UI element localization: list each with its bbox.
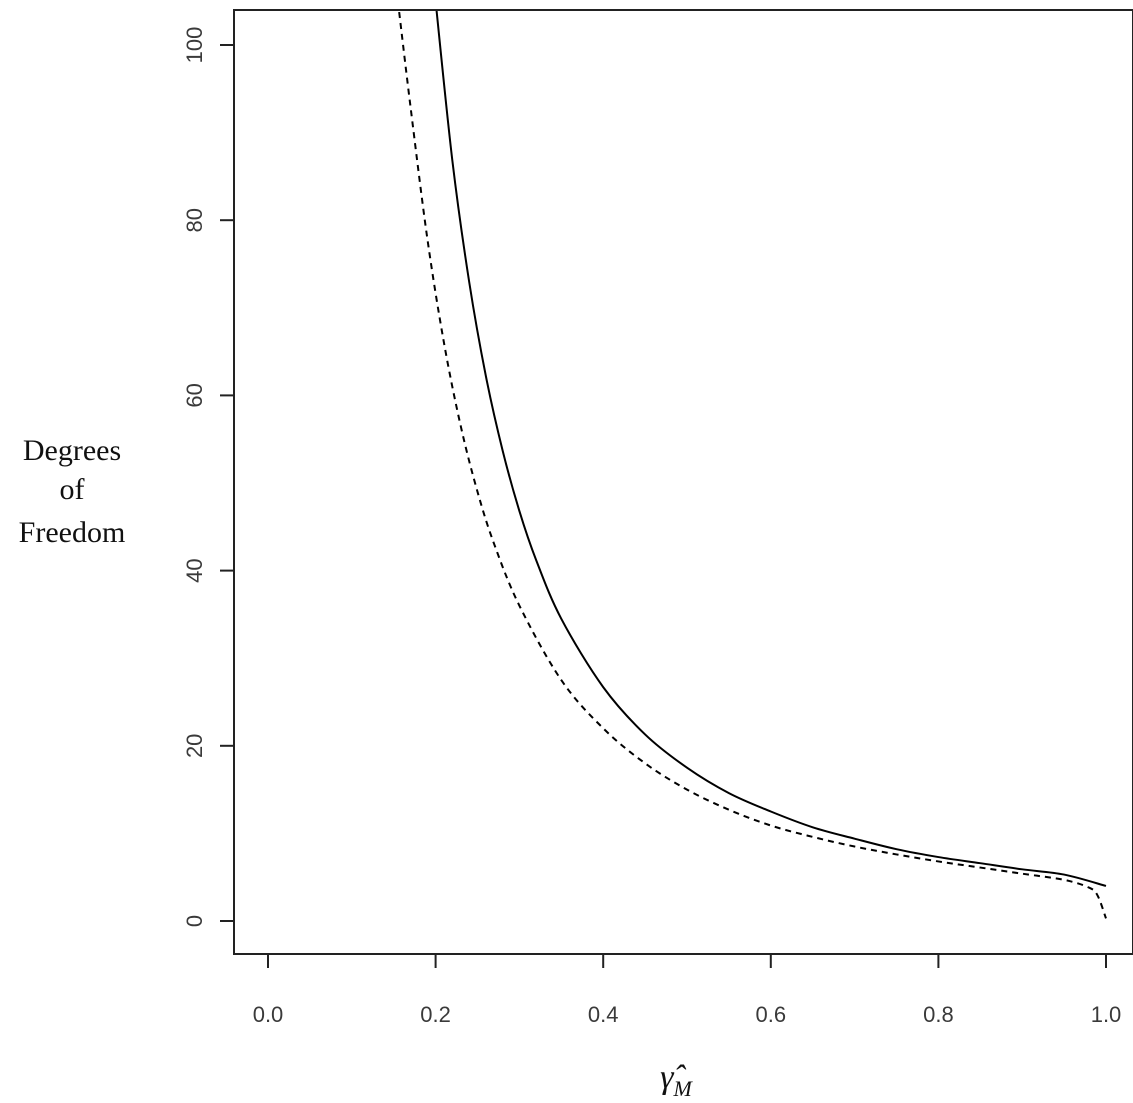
x-tick-label: 0.0	[253, 1002, 284, 1027]
plot-frame	[233, 9, 1133, 955]
y-tick-label: 20	[182, 734, 207, 758]
y-tick-label: 40	[182, 558, 207, 582]
x-tick-label: 1.0	[1091, 1002, 1122, 1027]
y-axis-label-line-1: Degrees	[23, 434, 121, 467]
y-tick-label: 60	[182, 383, 207, 407]
x-tick-label: 0.4	[588, 1002, 619, 1027]
series-solid-line	[435, 11, 1107, 887]
series-layer	[398, 11, 1107, 919]
y-tick-label: 80	[182, 208, 207, 232]
y-axis-label-line-3: Freedom	[19, 516, 126, 549]
x-tick-label: 0.6	[756, 1002, 787, 1027]
x-tick-label: 0.2	[420, 1002, 451, 1027]
series-dashed-line	[398, 11, 1107, 919]
x-tick-label: 0.8	[923, 1002, 954, 1027]
y-axis: 0 20 40 60 80 100	[182, 27, 235, 927]
x-axis: 0.0 0.2 0.4 0.6 0.8 1.0	[253, 953, 1122, 1027]
x-axis-label: γ̂M	[660, 1059, 693, 1101]
y-tick-label: 100	[182, 27, 207, 64]
y-tick-label: 0	[182, 915, 207, 927]
y-axis-label-line-2: of	[60, 473, 85, 506]
x-axis-label-subscript: M	[673, 1076, 694, 1101]
